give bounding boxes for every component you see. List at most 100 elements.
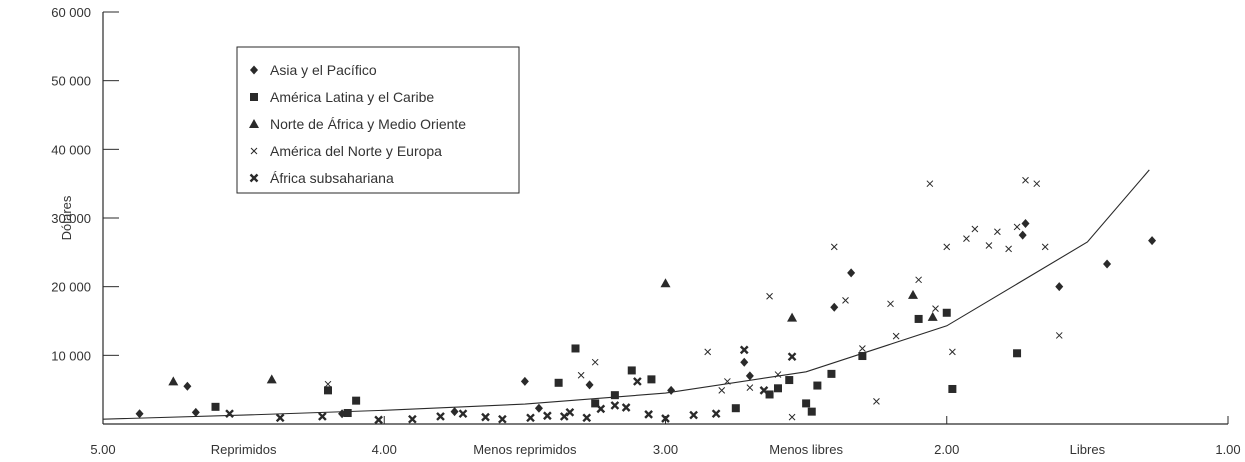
- data-point-series-3: [887, 300, 894, 308]
- data-point-series-4: [374, 415, 383, 425]
- data-point-series-2: [787, 312, 798, 322]
- data-point-series-1: [352, 396, 361, 405]
- data-point-series-3: [1033, 180, 1041, 188]
- data-point-series-3: [892, 332, 900, 340]
- legend-marker: [250, 93, 258, 101]
- data-point-series-4: [436, 412, 445, 421]
- data-point-series-3: [1055, 332, 1063, 339]
- data-point-series-3: [648, 376, 655, 383]
- data-point-series-4: [739, 345, 749, 355]
- data-point-series-2: [927, 311, 938, 321]
- data-point-series-0: [667, 385, 676, 395]
- data-point-series-1: [802, 399, 811, 408]
- data-point-series-3: [842, 297, 849, 304]
- data-point-series-3: [963, 235, 970, 242]
- data-point-series-3: [766, 292, 773, 300]
- data-point-series-0: [1148, 236, 1157, 246]
- legend-marker: [249, 173, 259, 183]
- data-point-series-3: [949, 348, 956, 356]
- data-point-series-4: [526, 413, 535, 423]
- data-point-series-0: [534, 403, 543, 413]
- data-point-series-1: [554, 378, 563, 387]
- data-point-series-3: [994, 228, 1001, 236]
- data-point-series-1: [858, 352, 867, 361]
- data-point-series-1: [827, 369, 836, 378]
- x-category-label: Reprimidos: [211, 442, 277, 457]
- data-point-series-3: [830, 243, 838, 251]
- data-point-series-4: [481, 412, 490, 422]
- data-point-series-0: [830, 302, 839, 312]
- data-point-series-3: [859, 345, 866, 352]
- data-point-series-4: [610, 401, 620, 410]
- data-point-series-4: [543, 411, 552, 421]
- data-point-series-0: [183, 381, 192, 391]
- axes: 10 000 20 000 30 000 40 000 50 000 60 000 5.00…: [51, 5, 1240, 457]
- data-point-series-1: [774, 384, 782, 393]
- data-point-series-0: [847, 268, 856, 278]
- x-tick-label: 5.00: [90, 442, 115, 457]
- data-point-series-2: [660, 278, 671, 288]
- data-point-series-4: [498, 414, 507, 424]
- data-point-series-1: [211, 402, 220, 411]
- data-point-series-1: [571, 344, 580, 353]
- legend-marker: [250, 147, 258, 155]
- data-point-series-1: [731, 404, 740, 413]
- trendline: [102, 169, 1150, 420]
- data-point-series-3: [971, 225, 979, 233]
- data-point-series-1: [785, 376, 794, 385]
- data-point-series-0: [1021, 218, 1030, 228]
- data-point-series-3: [932, 305, 939, 312]
- y-tick-label: 50 000: [51, 74, 91, 89]
- y-axis-label: Dólares: [59, 195, 74, 240]
- legend: Asia y el Pacífico América Latina y el Ca…: [236, 46, 520, 194]
- data-point-series-3: [985, 242, 993, 249]
- data-point-series-3: [1022, 176, 1029, 184]
- legend-label: África subsahariana: [270, 170, 394, 186]
- data-point-series-1: [765, 390, 774, 399]
- y-tick-label: 40 000: [51, 142, 91, 157]
- legend-label: Asia y el Pacífico: [270, 62, 377, 78]
- data-point-series-4: [621, 403, 631, 412]
- data-point-series-3: [577, 371, 585, 379]
- data-point-series-4: [408, 414, 417, 424]
- data-point-series-4: [318, 412, 327, 421]
- data-point-series-1: [807, 407, 816, 416]
- data-point-series-3: [704, 348, 712, 356]
- data-point-series-4: [596, 404, 606, 414]
- data-point-series-1: [591, 399, 600, 408]
- data-point-series-0: [1103, 259, 1112, 269]
- x-tick-label: 3.00: [653, 442, 678, 457]
- y-tick-label: 20 000: [51, 280, 91, 295]
- data-point-series-0: [1018, 230, 1027, 240]
- data-point-series-4: [275, 413, 285, 423]
- legend-label: América Latina y el Caribe: [270, 89, 434, 105]
- x-tick-label: 1.00: [1215, 442, 1240, 457]
- y-tick-label: 30 000: [51, 211, 91, 226]
- data-point-series-4: [711, 409, 721, 419]
- data-point-series-3: [788, 413, 796, 421]
- x-tick-label: 2.00: [934, 442, 959, 457]
- x-category-label: Menos libres: [769, 442, 843, 457]
- data-point-series-0: [135, 409, 144, 419]
- legend-marker: [249, 119, 259, 128]
- data-point-series-1: [914, 314, 923, 323]
- data-point-series-4: [689, 410, 698, 420]
- data-point-series-4: [582, 413, 592, 423]
- data-points-layer: [135, 176, 1157, 425]
- data-point-series-4: [661, 414, 670, 423]
- data-point-series-3: [718, 386, 726, 394]
- data-point-series-3: [1041, 243, 1049, 251]
- data-point-series-4: [565, 407, 575, 417]
- data-point-series-2: [908, 289, 918, 299]
- data-point-series-4: [787, 352, 797, 362]
- data-point-series-3: [915, 276, 922, 284]
- legend-label: Norte de África y Medio Oriente: [270, 116, 466, 132]
- data-point-series-0: [191, 407, 200, 417]
- data-point-series-1: [343, 409, 352, 418]
- data-point-series-0: [450, 407, 459, 417]
- data-point-series-0: [740, 357, 749, 367]
- data-point-series-4: [633, 377, 642, 386]
- x-category-label: Menos reprimidos: [473, 442, 577, 457]
